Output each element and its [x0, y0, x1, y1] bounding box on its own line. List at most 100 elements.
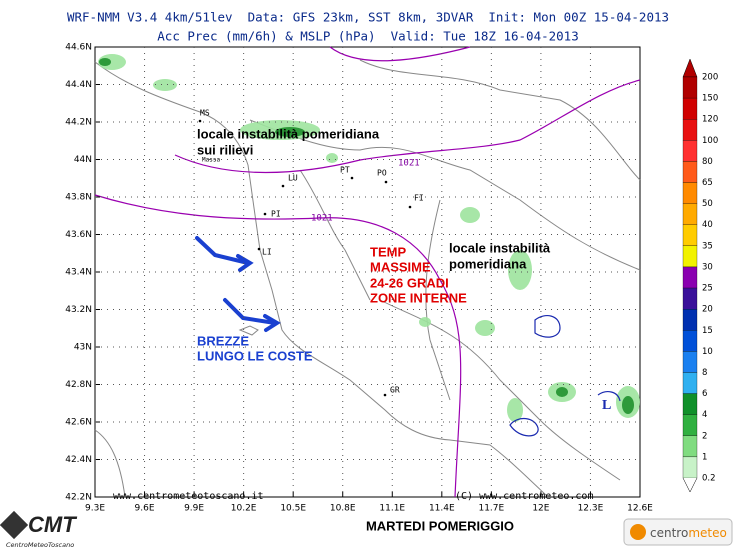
colorbar-swatch: [682, 351, 698, 373]
colorbar-swatch: [682, 161, 698, 183]
lon-tick-label: 11.4E: [429, 504, 455, 514]
colorbar-label: 35: [702, 241, 713, 251]
lon-tick-label: 12E: [532, 504, 549, 514]
colorbar-swatch: [682, 245, 698, 268]
colorbar-swatch: [682, 119, 698, 141]
credit: www.centrometeotoscano.it: [113, 491, 264, 502]
colorbar-label: 50: [702, 199, 713, 209]
colorbar-label: 65: [702, 178, 713, 188]
colorbar-swatch: [682, 140, 698, 162]
lat-tick-label: 43.6N: [65, 230, 92, 240]
logo-right: centrometeo: [623, 518, 733, 546]
colorbar-swatch: [682, 435, 698, 458]
colorbar-label: 200: [702, 73, 718, 83]
logo-sub: CentroMeteoToscano: [6, 541, 74, 549]
logo-left: CMT CentroMeteoToscano: [0, 510, 77, 549]
annotation: 24-26 GRADI: [370, 275, 449, 290]
colorbar-swatch: [682, 330, 698, 352]
lat-tick-label: 42.4N: [65, 455, 92, 465]
lat-tick-label: 44.6N: [65, 43, 92, 53]
lon-tick-label: 11.7E: [478, 504, 504, 514]
precip-cores: [99, 58, 634, 414]
colorbar-label: 8: [702, 368, 707, 378]
city-label: LU: [288, 174, 298, 183]
lon-tick-label: 10.5E: [280, 504, 306, 514]
colorbar-label: 25: [702, 284, 713, 294]
colorbar-swatch: [682, 76, 698, 99]
lat-tick-label: 43.8N: [65, 193, 92, 203]
colorbar-label: 40: [702, 220, 713, 230]
annotation: MASSIME: [370, 259, 431, 274]
colorbar-swatch: [682, 414, 698, 436]
city-label: LI: [262, 248, 272, 257]
annotation: locale instabilità pomeridiana: [197, 126, 380, 141]
city-label: MS: [200, 109, 210, 118]
low-label: L: [602, 398, 611, 413]
map-frame: [94, 46, 641, 498]
annotation: ZONE INTERNE: [370, 290, 467, 305]
colorbar-swatch: [682, 309, 698, 331]
coastlines: [94, 59, 641, 498]
lat-tick-label: 42.2N: [65, 493, 92, 503]
city-label: PO: [377, 169, 387, 178]
colorbar-label: 4: [702, 410, 707, 420]
colorbar: 200 150 120 100 80 65 50 40 35 30 25 20 15 10 8 6 4 2 1 0.2: [682, 58, 718, 493]
logo-dot: [630, 524, 646, 540]
colorbar-swatch: [682, 372, 698, 394]
logo-part: centro: [650, 526, 688, 540]
colorbar-tip: [682, 58, 698, 78]
colorbar-label: 1: [702, 452, 707, 462]
colorbar-label: 6: [702, 389, 707, 399]
logo-box: [623, 518, 733, 546]
lon-tick-label: 10.2E: [231, 504, 257, 514]
colorbar-swatch: [682, 203, 698, 225]
colorbar-label: 150: [702, 94, 718, 104]
lon-tick-label: 9.9E: [184, 504, 204, 514]
city-label: PI: [271, 210, 281, 219]
colorbar-label: 80: [702, 157, 713, 167]
annotation: TEMP: [370, 244, 406, 259]
annotation: LUNGO LE COSTE: [197, 348, 313, 363]
logo-text: centrometeo: [650, 526, 727, 540]
lon-tick-label: 12.6E: [627, 504, 653, 514]
header-line: WRF-NMM V3.4 4km/51lev Data: GFS 23km, S…: [67, 10, 669, 25]
colorbar-label: 10: [702, 347, 713, 357]
colorbar-swatch: [682, 224, 698, 246]
lat-tick-label: 44N: [74, 155, 92, 165]
city-label: FI: [414, 194, 424, 203]
annotation: pomeridiana: [449, 256, 527, 271]
lat-tick-label: 44.4N: [65, 80, 92, 90]
city-label: GR: [390, 386, 400, 395]
footer-title: MARTEDI POMERIGGIO: [366, 518, 514, 533]
lat-tick-label: 44.2N: [65, 118, 92, 128]
colorbar-swatch: [682, 456, 698, 479]
colorbar-label: 0.2: [702, 474, 716, 484]
logo-part: meteo: [688, 526, 727, 540]
lat-tick-label: 43N: [74, 343, 92, 353]
map: MS Massa LU PT PO FI PI LI GR 1021 1021 …: [65, 43, 653, 514]
city-label: PT: [340, 166, 350, 175]
lat-tick-label: 43.4N: [65, 268, 92, 278]
colorbar-label: 120: [702, 115, 718, 125]
lon-tick-label: 10.8E: [330, 504, 356, 514]
lon-tick-label: 9.3E: [85, 504, 105, 514]
lon-tick-label: 9.6E: [135, 504, 155, 514]
lat-tick-label: 43.2N: [65, 305, 92, 315]
breeze-arrows: [195, 236, 281, 332]
logo-text: CMT: [28, 512, 77, 537]
header-line: Acc Prec (mm/6h) & MSLP (hPa) Valid: Tue…: [157, 29, 578, 44]
annotation: locale instabilità: [449, 240, 551, 255]
credit: (C) www.centrometeo.com: [455, 491, 593, 502]
city-dots: [198, 119, 412, 397]
logo-mark: [0, 510, 29, 540]
lon-tick-label: 12.3E: [578, 504, 604, 514]
lon-tick-label: 11.1E: [379, 504, 405, 514]
annotation: sui rilievi: [197, 142, 253, 157]
colorbar-swatch: [682, 266, 698, 289]
isobar-label: 1021: [398, 159, 420, 169]
city-label: Massa: [202, 157, 220, 164]
colorbar-swatch: [682, 287, 698, 310]
isobar-label: 1021: [311, 214, 333, 224]
lat-tick-label: 42.6N: [65, 418, 92, 428]
